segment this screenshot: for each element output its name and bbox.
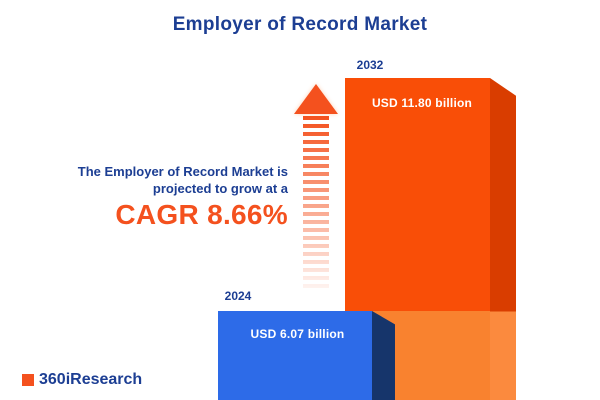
brand-logo: 360iResearch [22,371,142,389]
cagr-value: CAGR 8.66% [115,199,288,230]
year-label-2032: 2032 [356,58,384,72]
growth-arrow-stem [303,116,329,288]
bar-2032-side-face [490,78,516,400]
logo-square-icon [22,374,34,386]
annotation-line-1: The Employer of Record Market is [77,164,288,179]
bar-value-2024: USD 6.07 billion [250,327,345,341]
annotation-line-2: projected to grow at a [152,181,288,196]
logo-text: 360iResearch [39,371,143,388]
bar-2024-side-face [372,311,395,400]
growth-arrow-icon [294,84,338,114]
annotation-block: The Employer of Record Market is project… [20,163,288,230]
bar-2024 [218,311,372,400]
year-label-2024: 2024 [224,289,252,303]
bar-value-2032: USD 11.80 billion [371,96,473,110]
chart-title: Employer of Record Market [172,14,428,35]
